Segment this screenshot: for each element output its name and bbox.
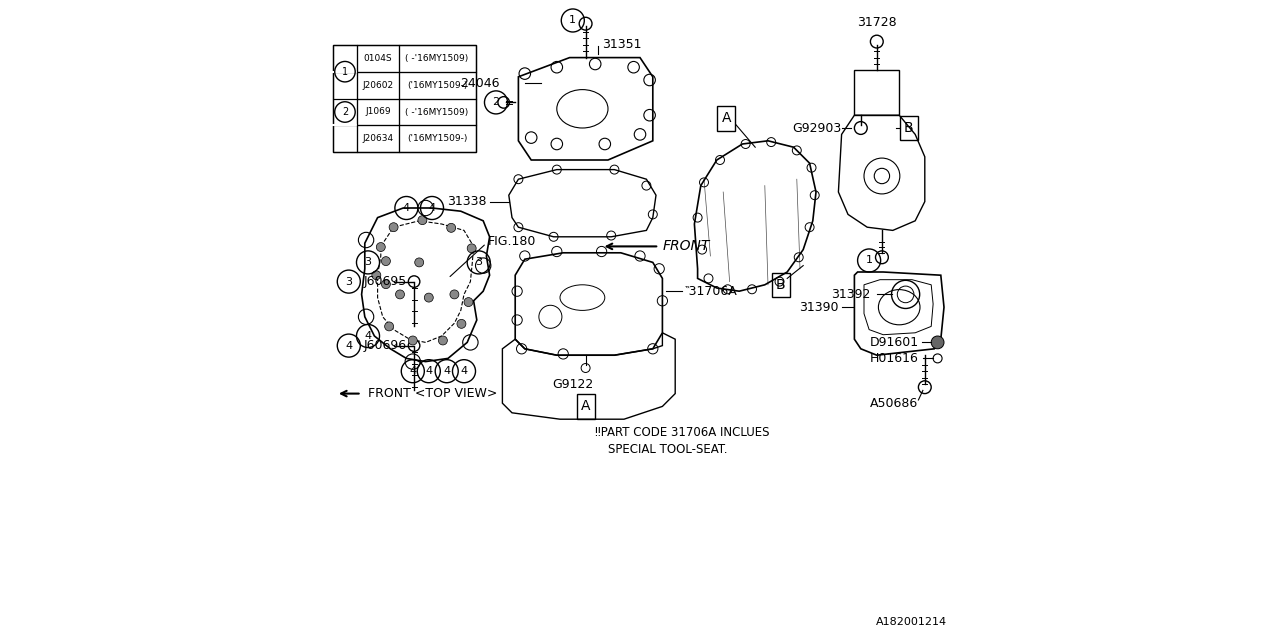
Text: 1: 1 [865,255,873,266]
Circle shape [438,336,448,345]
Bar [399,99,476,125]
Text: J60696: J60696 [364,339,407,352]
Text: 4: 4 [403,203,410,213]
Text: 24046: 24046 [460,77,499,90]
Text: FIG.180: FIG.180 [488,236,536,248]
Text: 31390: 31390 [799,301,838,314]
Text: J1069: J1069 [365,108,390,116]
Circle shape [371,271,381,280]
Text: ( -'16MY1509): ( -'16MY1509) [406,54,468,63]
Bar [357,99,399,125]
Text: 1: 1 [342,67,348,77]
Text: 4: 4 [461,366,467,376]
Bar [333,45,357,72]
Text: 2: 2 [493,97,499,108]
Text: ( -'16MY1509): ( -'16MY1509) [406,108,468,116]
Text: G9122: G9122 [552,378,594,390]
Circle shape [384,322,394,331]
Circle shape [381,257,390,266]
Text: ‼PART CODE 31706A INCLUES: ‼PART CODE 31706A INCLUES [595,426,769,438]
Circle shape [457,319,466,328]
Text: A: A [722,111,731,125]
Text: B: B [776,278,786,292]
Bar [399,72,476,99]
Text: A50686: A50686 [870,397,919,410]
Bar [333,99,357,125]
Circle shape [408,336,417,345]
Bar [772,273,790,297]
Bar [855,70,900,115]
Text: 31338: 31338 [447,195,486,208]
Text: 31392: 31392 [831,288,870,301]
Circle shape [389,223,398,232]
Circle shape [396,290,404,299]
Text: 0104S: 0104S [364,54,392,63]
Text: 31351: 31351 [602,38,641,51]
Text: 2: 2 [342,107,348,117]
Text: ('16MY1509-): ('16MY1509-) [407,134,467,143]
Bar [357,72,399,99]
Circle shape [415,258,424,267]
Bar [399,125,476,152]
Text: J20634: J20634 [362,134,393,143]
Text: FRONT: FRONT [663,239,710,253]
Text: ‶31706A: ‶31706A [685,285,737,298]
Text: 4: 4 [346,340,352,351]
Circle shape [376,243,385,252]
Circle shape [932,336,945,349]
Bar [900,116,918,140]
Circle shape [417,216,428,225]
Text: 3: 3 [346,276,352,287]
Circle shape [467,244,476,253]
Circle shape [424,293,433,302]
Bar [357,45,399,72]
Text: G92903: G92903 [792,122,842,134]
Text: 3: 3 [475,257,483,268]
Text: J60695: J60695 [364,275,407,288]
Bar [333,45,476,152]
Text: 4: 4 [425,366,433,376]
Text: H01616: H01616 [869,352,919,365]
Text: A: A [581,399,590,413]
Text: 4: 4 [443,366,451,376]
Text: FRONT <TOP VIEW>: FRONT <TOP VIEW> [369,387,498,400]
Text: D91601: D91601 [869,336,919,349]
Bar [718,106,736,131]
Text: 3: 3 [365,257,371,268]
Bar [357,125,399,152]
Text: ('16MY1509-): ('16MY1509-) [407,81,467,90]
Bar [333,72,357,99]
Bar [576,394,594,419]
Text: J20602: J20602 [362,81,393,90]
Text: A182001214: A182001214 [876,617,947,627]
Text: 4: 4 [365,331,371,341]
Text: 31728: 31728 [858,16,896,29]
Text: 4: 4 [429,203,435,213]
Bar [399,45,476,72]
Circle shape [447,223,456,232]
Text: 1: 1 [570,15,576,26]
Text: SPECIAL TOOL-SEAT.: SPECIAL TOOL-SEAT. [608,443,727,456]
Bar [333,125,357,152]
Text: B: B [904,121,914,135]
Circle shape [465,298,474,307]
Circle shape [381,280,390,289]
Circle shape [451,290,460,299]
Text: 4: 4 [410,366,416,376]
